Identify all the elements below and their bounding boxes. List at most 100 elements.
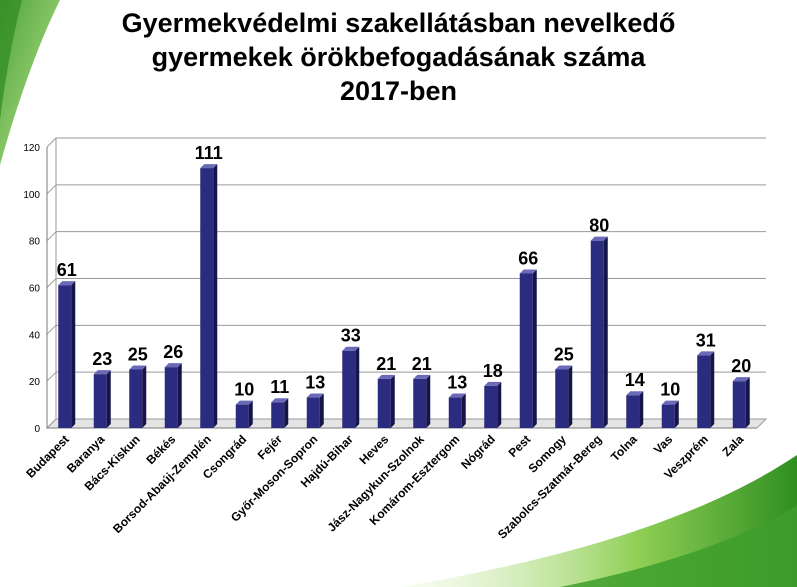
x-tick-label: Fejér — [255, 432, 285, 462]
y-tick-label: 40 — [29, 330, 41, 341]
bar-side — [603, 236, 608, 428]
bar-side — [639, 391, 644, 428]
bar-top — [93, 370, 111, 375]
bar — [555, 369, 569, 428]
bar-side — [568, 365, 573, 428]
bar — [200, 168, 214, 428]
gridline-diagonal — [46, 231, 57, 242]
bar-side — [355, 346, 360, 428]
bar — [661, 404, 675, 428]
bar — [93, 374, 107, 428]
bar — [626, 395, 640, 428]
bar-side — [426, 374, 431, 428]
bar-top — [342, 346, 360, 351]
bar — [129, 369, 143, 428]
bar-side — [461, 393, 466, 428]
x-tick-label: Tolna — [608, 432, 640, 464]
bar-top — [484, 381, 502, 386]
x-tick-label: Budapest — [23, 432, 72, 481]
y-tick-label: 100 — [23, 190, 40, 201]
bar-top — [306, 393, 324, 398]
bar-top — [626, 391, 644, 396]
gridline-diagonal — [46, 418, 57, 429]
chart-title: Gyermekvédelmi szakellátásban nevelkedő … — [0, 6, 797, 108]
data-label: 11 — [270, 377, 289, 397]
data-label: 21 — [376, 354, 396, 374]
bar-top — [377, 374, 395, 379]
bar-side — [177, 363, 182, 428]
bar-side — [497, 381, 502, 428]
bar-top — [58, 281, 76, 286]
gridline-diagonal — [46, 137, 57, 148]
data-label: 33 — [341, 326, 361, 346]
bar-top — [164, 363, 182, 368]
bar — [448, 397, 462, 428]
bar-side — [674, 400, 679, 428]
bar-side — [142, 365, 147, 428]
bar-top — [200, 164, 218, 169]
bar-side — [532, 269, 537, 428]
data-label: 25 — [554, 344, 574, 364]
y-tick-label: 0 — [34, 424, 40, 435]
data-label: 18 — [483, 361, 503, 381]
y-tick-label: 120 — [23, 143, 40, 154]
y-tick-label: 20 — [29, 377, 41, 388]
bar-side — [710, 351, 715, 428]
data-label: 10 — [234, 380, 254, 400]
gridline-diagonal — [46, 371, 57, 382]
bar — [306, 397, 320, 428]
bar-top — [413, 374, 431, 379]
bar-side — [319, 393, 324, 428]
y-tick-label: 60 — [29, 284, 41, 295]
bar — [235, 404, 249, 428]
bar-top — [519, 269, 537, 274]
bar-side — [284, 398, 289, 428]
bar-side — [213, 164, 218, 428]
data-label: 31 — [696, 330, 716, 350]
bar-top — [732, 377, 750, 382]
bar-side — [390, 374, 395, 428]
bar-top — [590, 236, 608, 241]
gridline-diagonal — [46, 278, 57, 288]
bar — [58, 285, 72, 428]
data-label: 10 — [660, 380, 680, 400]
data-label: 21 — [412, 354, 432, 374]
data-label: 80 — [589, 216, 609, 236]
bar-top — [271, 398, 289, 403]
bar-top — [661, 400, 679, 405]
bar-side — [745, 377, 750, 428]
bar — [271, 402, 285, 428]
title-line: gyermekek örökbefogadásának száma — [151, 42, 646, 72]
bar — [413, 378, 427, 428]
x-tick-label: Pest — [506, 432, 534, 460]
bar — [697, 355, 711, 428]
bar-side — [248, 400, 253, 428]
y-tick-label: 80 — [29, 237, 41, 248]
title-line: Gyermekvédelmi szakellátásban nevelkedő — [121, 8, 676, 38]
data-label: 111 — [195, 143, 223, 163]
data-label: 25 — [128, 344, 148, 364]
bar — [342, 350, 356, 428]
bar-top — [555, 365, 573, 370]
bar-side — [106, 370, 111, 428]
x-tick-label: Vas — [651, 432, 676, 457]
bar — [732, 381, 746, 428]
x-tick-label: Nógrád — [458, 432, 498, 472]
bar — [519, 273, 533, 428]
bar-top — [235, 400, 253, 405]
chart-floor — [45, 418, 768, 429]
bar-top — [697, 351, 715, 356]
bar-top — [129, 365, 147, 370]
data-label: 61 — [57, 260, 77, 280]
bar-side — [71, 281, 76, 428]
data-label: 14 — [625, 370, 645, 390]
data-label: 13 — [447, 373, 467, 393]
bar — [377, 378, 391, 428]
data-label: 66 — [518, 248, 538, 268]
data-label: 13 — [305, 373, 325, 393]
x-tick-label: Zala — [719, 432, 746, 459]
gridline-diagonal — [46, 324, 57, 335]
title-line: 2017-ben — [339, 76, 458, 106]
